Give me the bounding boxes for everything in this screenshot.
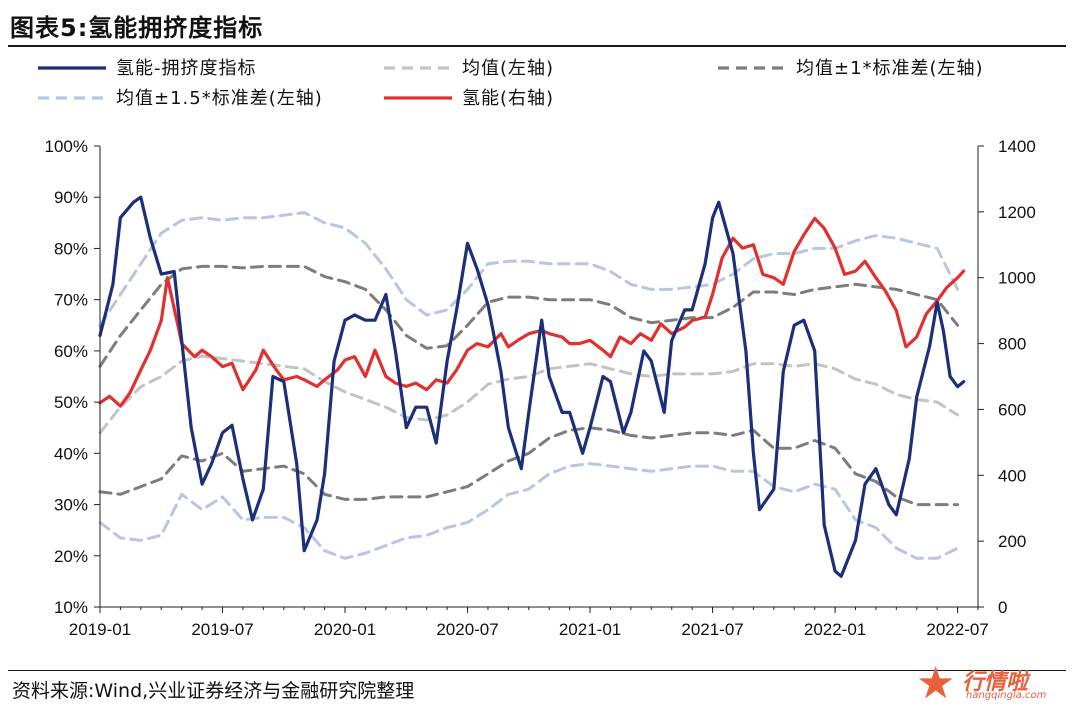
y-left-tick-label: 70%: [54, 291, 88, 310]
y-right-tick-label: 1000: [998, 269, 1036, 288]
figure-title: 图表5:氢能拥挤度指标: [10, 14, 264, 42]
y-left-tick-label: 10%: [54, 598, 88, 617]
y-right-tick-label: 600: [998, 400, 1026, 419]
y-left-tick-label: 80%: [54, 239, 88, 258]
y-right-tick-label: 800: [998, 335, 1026, 354]
y-left-tick-label: 50%: [54, 393, 88, 412]
legend-label: 氢能-拥挤度指标: [116, 58, 257, 79]
legend-label: 均值±1*标准差(左轴): [796, 58, 984, 79]
x-tick-label: 2020-07: [436, 620, 498, 639]
y-left-tick-label: 60%: [54, 342, 88, 361]
series-line-0: [98, 195, 966, 578]
watermark-name: 行情啦: [962, 670, 1029, 695]
y-left-tick-label: 40%: [54, 444, 88, 463]
y-left-tick-label: 30%: [54, 496, 88, 515]
y-right-tick-label: 0: [998, 598, 1007, 617]
watermark-url: hangqingla.com: [966, 690, 1047, 701]
legend: 氢能-拥挤度指标 均值(左轴) 均值±1*标准差(左轴) 均值±1.5*标准差(左轴)…: [38, 58, 984, 109]
watermark-star-icon: ★: [916, 658, 956, 709]
title-rule: [8, 45, 1066, 47]
x-tick-label: 2019-01: [69, 620, 131, 639]
series-layer: [98, 195, 966, 578]
x-tick-label: 2021-07: [681, 620, 743, 639]
source-note: 资料来源:Wind,兴业证券经济与金融研究院整理: [12, 680, 415, 702]
watermark: ★ 行情啦 hangqingla.com: [916, 662, 1066, 706]
x-tick-label: 2021-01: [559, 620, 621, 639]
series-line-5: [98, 462, 960, 560]
series-line-6: [98, 216, 966, 408]
series-line-4: [98, 211, 960, 327]
y-right-tick-label: 1400: [998, 137, 1036, 156]
y-right-tick-label: 200: [998, 532, 1026, 551]
x-tick-label: 2022-01: [804, 620, 866, 639]
x-tick-label: 2020-01: [314, 620, 376, 639]
y-right-tick-label: 400: [998, 466, 1026, 485]
series-line-3: [98, 426, 960, 507]
legend-label: 均值±1.5*标准差(左轴): [116, 88, 323, 109]
axes: 10% 20% 30% 40% 50% 60% 70% 80% 90% 100% 0 200 400 60…: [45, 137, 1036, 639]
y-left-tick-label: 100%: [45, 137, 88, 156]
y-right-tick-label: 1200: [998, 203, 1036, 222]
series-line-2: [98, 264, 960, 368]
legend-label: 均值(左轴): [462, 58, 554, 79]
y-left-tick-label: 90%: [54, 188, 88, 207]
y-left-tick-label: 20%: [54, 547, 88, 566]
source-rule: [8, 670, 1066, 671]
x-tick-label: 2022-07: [926, 620, 988, 639]
x-tick-label: 2019-07: [191, 620, 253, 639]
legend-label: 氢能(右轴): [462, 88, 554, 109]
